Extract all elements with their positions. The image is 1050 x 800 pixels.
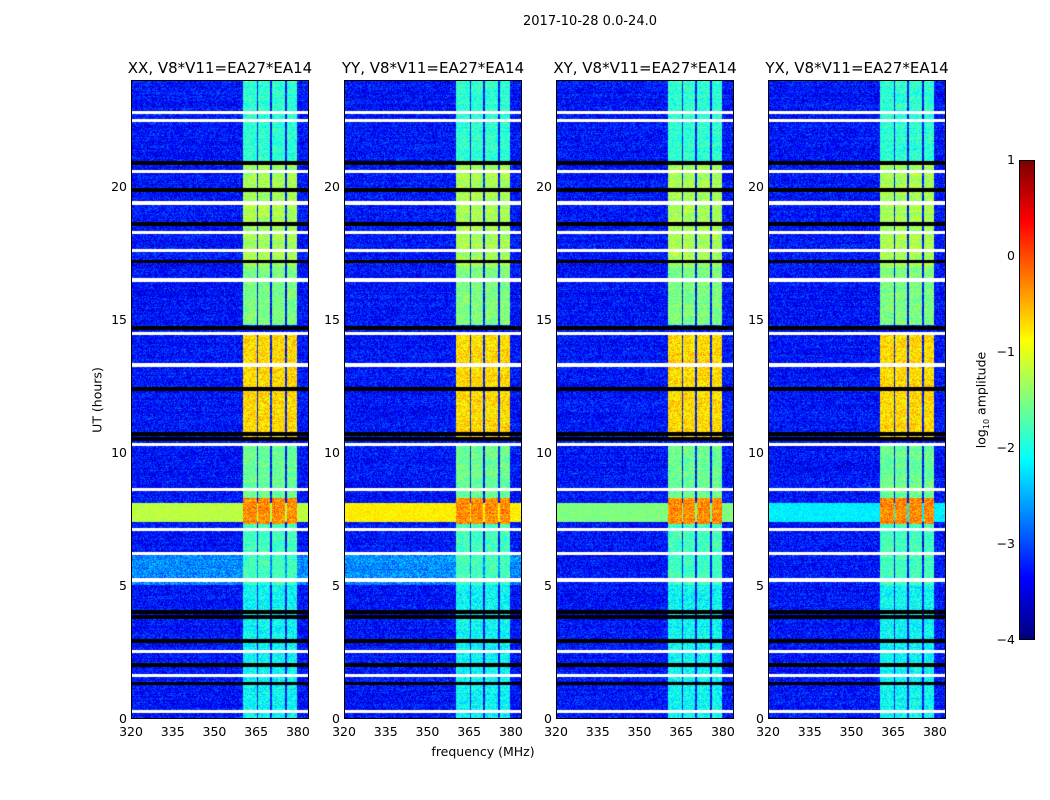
x-tick-label: 380 bbox=[922, 724, 947, 739]
y-tick-label: 15 bbox=[111, 311, 127, 327]
x-axis-label: frequency (MHz) bbox=[431, 744, 535, 759]
x-tick-label: 320 bbox=[544, 724, 568, 739]
x-tick-label: 335 bbox=[797, 724, 822, 739]
heatmap-panel bbox=[556, 80, 734, 719]
colorbar-label-log: log bbox=[973, 429, 989, 449]
y-tick-label: 5 bbox=[119, 577, 127, 593]
y-tick-label: 5 bbox=[544, 577, 552, 593]
panel-title: YY, V8*V11=EA27*EA14 bbox=[341, 59, 525, 77]
colorbar-tick-label: 1 bbox=[1007, 152, 1015, 167]
colorbar-tick-label: −3 bbox=[996, 536, 1015, 551]
y-tick-label: 15 bbox=[324, 311, 340, 327]
heatmap-image bbox=[345, 81, 521, 718]
colorbar-label-sub: 10 bbox=[981, 418, 991, 430]
panel-title: XX, V8*V11=EA27*EA14 bbox=[127, 59, 313, 77]
heatmap-image bbox=[557, 81, 733, 718]
x-tick-label: 335 bbox=[373, 724, 398, 739]
y-tick-label: 15 bbox=[536, 311, 552, 327]
y-tick-label: 5 bbox=[332, 577, 340, 593]
x-tick-label: 350 bbox=[839, 724, 864, 739]
heatmap-panel bbox=[344, 80, 522, 719]
y-axis-label: UT (hours) bbox=[89, 367, 105, 433]
y-tick-label: 0 bbox=[756, 711, 764, 726]
x-tick-label: 350 bbox=[202, 724, 227, 739]
colorbar bbox=[1019, 160, 1035, 640]
y-tick-label: 20 bbox=[748, 178, 764, 194]
panel-title: XY, V8*V11=EA27*EA14 bbox=[553, 59, 737, 77]
x-tick-label: 365 bbox=[244, 724, 269, 739]
figure-title: 2017-10-28 0.0-24.0 bbox=[523, 14, 657, 29]
x-tick-label: 365 bbox=[457, 724, 482, 739]
colorbar-tick-label: 0 bbox=[1007, 248, 1015, 263]
x-tick-label: 335 bbox=[160, 724, 185, 739]
y-tick-label: 0 bbox=[544, 711, 552, 726]
x-tick-label: 335 bbox=[585, 724, 610, 739]
x-tick-label: 380 bbox=[285, 724, 310, 739]
y-tick-label: 10 bbox=[536, 444, 552, 460]
x-tick-label: 380 bbox=[710, 724, 735, 739]
y-tick-label: 5 bbox=[756, 577, 764, 593]
colorbar-label-rest: amplitude bbox=[973, 351, 989, 419]
colorbar-tick-label: −2 bbox=[996, 440, 1015, 455]
x-tick-label: 320 bbox=[332, 724, 356, 739]
colorbar-tick-label: −1 bbox=[996, 344, 1015, 359]
y-tick-label: 20 bbox=[536, 178, 552, 194]
x-tick-label: 365 bbox=[669, 724, 694, 739]
colorbar-gradient bbox=[1020, 161, 1034, 639]
colorbar-label: log10 amplitude bbox=[973, 352, 991, 448]
y-tick-label: 0 bbox=[119, 711, 127, 726]
heatmap-panel bbox=[768, 80, 946, 719]
y-tick-label: 20 bbox=[324, 178, 340, 194]
heatmap-image bbox=[769, 81, 945, 718]
x-tick-label: 320 bbox=[756, 724, 780, 739]
x-tick-label: 350 bbox=[627, 724, 652, 739]
y-tick-label: 0 bbox=[332, 711, 340, 726]
heatmap-panel bbox=[131, 80, 309, 719]
panel-title: YX, V8*V11=EA27*EA14 bbox=[765, 59, 949, 77]
x-tick-label: 320 bbox=[119, 724, 143, 739]
y-tick-label: 15 bbox=[748, 311, 764, 327]
heatmap-image bbox=[132, 81, 308, 718]
y-tick-label: 10 bbox=[748, 444, 764, 460]
x-tick-label: 350 bbox=[415, 724, 440, 739]
x-tick-label: 365 bbox=[881, 724, 906, 739]
y-tick-label: 10 bbox=[111, 444, 127, 460]
y-tick-label: 10 bbox=[324, 444, 340, 460]
colorbar-tick-label: −4 bbox=[996, 632, 1015, 647]
y-tick-label: 20 bbox=[111, 178, 127, 194]
x-tick-label: 380 bbox=[498, 724, 523, 739]
